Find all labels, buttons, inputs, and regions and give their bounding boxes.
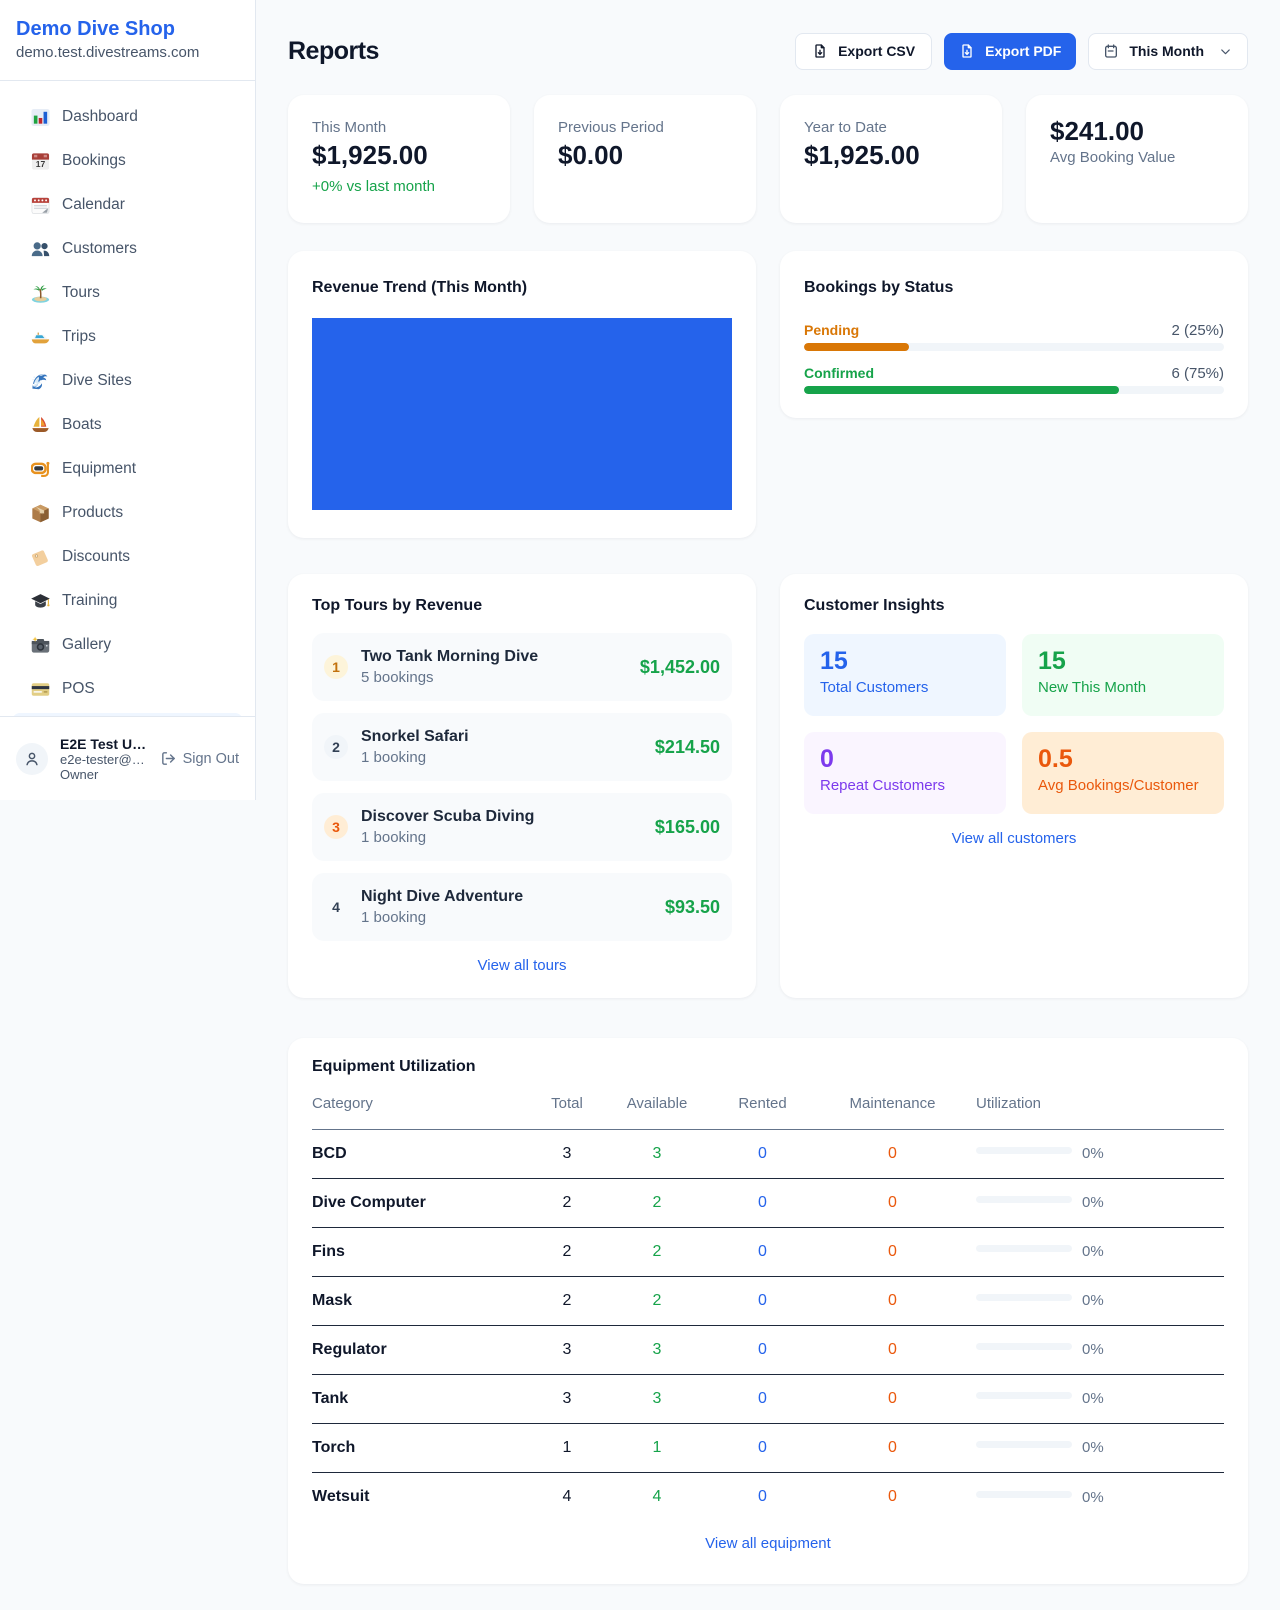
svg-text:17: 17	[35, 159, 45, 169]
